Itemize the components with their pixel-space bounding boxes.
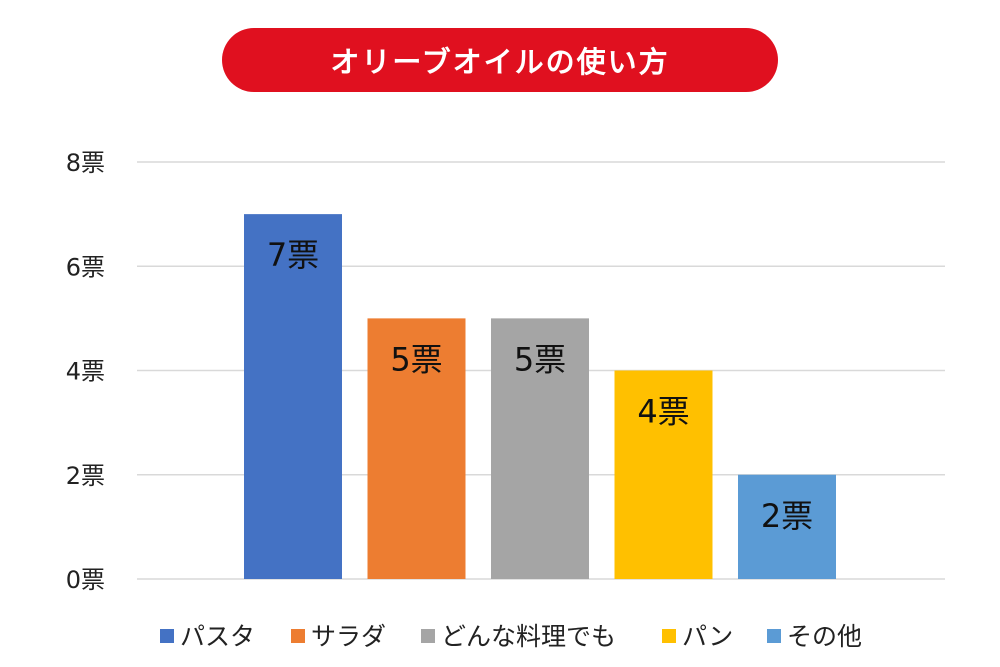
legend-swatch [291, 629, 305, 643]
legend-label: パスタ [180, 622, 255, 651]
data-label: 5票 [390, 340, 442, 378]
legend-swatch [421, 629, 435, 643]
legend-swatch [160, 629, 174, 643]
data-label: 4票 [637, 393, 689, 431]
legend-swatch [767, 629, 781, 643]
y-tick-label: 0票 [66, 566, 105, 594]
data-label: 5票 [514, 340, 566, 378]
bars [244, 214, 836, 579]
data-label: 2票 [761, 497, 813, 535]
legend-label: その他 [787, 622, 862, 651]
data-labels: 7票 5票 5票 4票 2票 [267, 236, 813, 535]
bar-5 [738, 474, 836, 579]
y-tick-label: 8票 [66, 149, 105, 177]
y-tick-label: 4票 [66, 358, 105, 386]
chart-title-pill: オリーブオイルの使い方 [222, 28, 778, 92]
chart-title: オリーブオイルの使い方 [330, 45, 670, 79]
legend: パスタ サラダ どんな料理でも パン その他 [160, 622, 862, 651]
y-tick-label: 2票 [66, 462, 105, 490]
bar-2 [367, 318, 466, 579]
bar-4 [614, 370, 713, 579]
legend-label: サラダ [311, 622, 386, 651]
legend-label: パン [682, 622, 733, 651]
data-label: 7票 [267, 236, 319, 274]
y-tick-label: 6票 [66, 253, 105, 281]
bar-3 [491, 318, 589, 579]
y-axis-ticks: 0票 2票 4票 6票 8票 [66, 149, 105, 594]
bar-1 [244, 214, 342, 579]
legend-swatch [662, 629, 676, 643]
legend-label: どんな料理でも [441, 622, 616, 651]
